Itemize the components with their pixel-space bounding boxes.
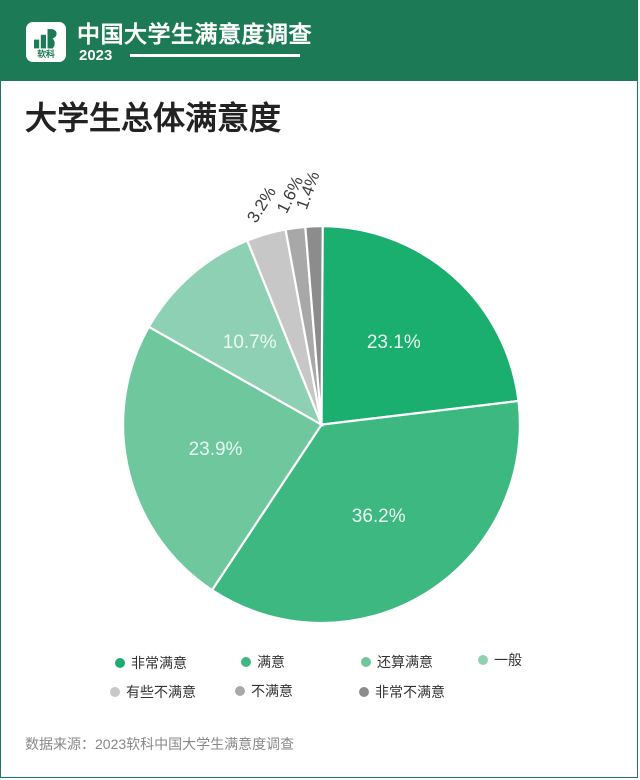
- svg-text:软科: 软科: [37, 48, 55, 59]
- svg-text:1.4%: 1.4%: [292, 169, 323, 212]
